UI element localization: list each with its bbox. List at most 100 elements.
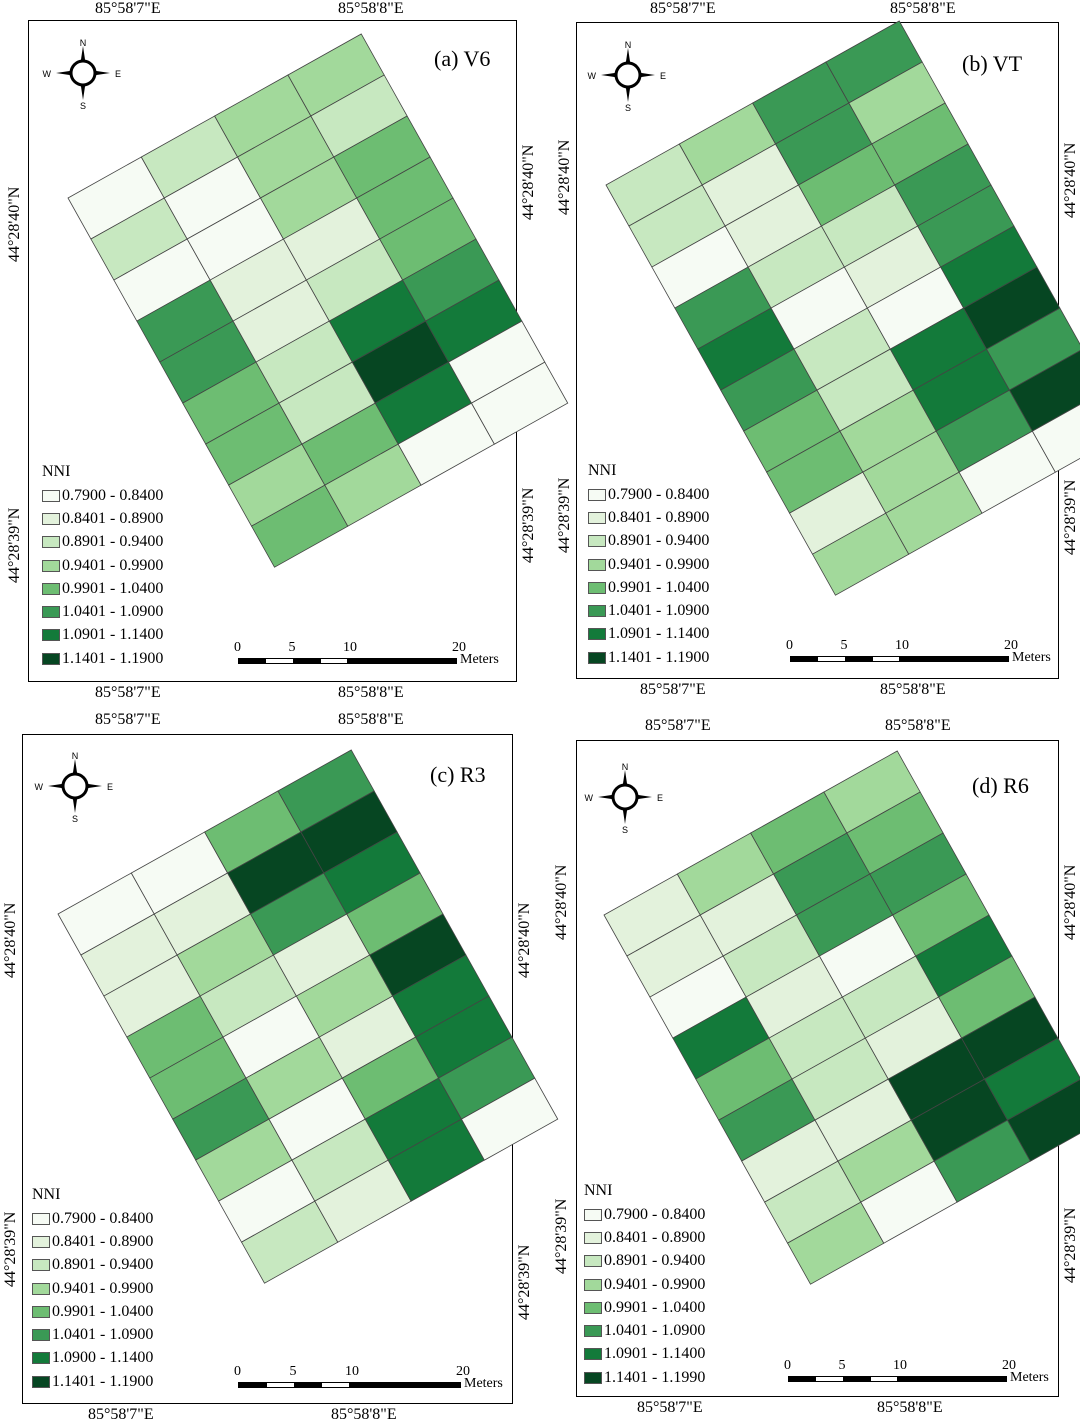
legend-label: 1.0900 - 1.1400 bbox=[52, 1349, 154, 1367]
legend-item: 0.8901 - 0.9400 bbox=[588, 530, 709, 553]
legend-title: NNI bbox=[584, 1182, 613, 1199]
longitude-label: 85°58'8"E bbox=[880, 681, 946, 698]
legend-label: 1.1401 - 1.1900 bbox=[608, 648, 710, 666]
panel-title: (d) R6 bbox=[972, 773, 1029, 798]
legend-swatch bbox=[42, 582, 60, 595]
legend-item: 0.8401 - 0.8900 bbox=[32, 1230, 153, 1253]
legend-swatch bbox=[32, 1329, 50, 1342]
panel-title: (a) V6 bbox=[434, 46, 491, 71]
latitude-label: 44°28'39"N bbox=[553, 1198, 570, 1274]
nni-legend: NNI 0.7900 - 0.8400 0.8401 - 0.8900 0.8901 … bbox=[584, 1182, 705, 1389]
compass-e-label: E bbox=[660, 71, 666, 81]
legend-label: 0.8901 - 0.9400 bbox=[62, 533, 164, 551]
legend-item: 0.9901 - 1.0400 bbox=[32, 1300, 153, 1323]
longitude-label: 85°58'7"E bbox=[88, 1406, 154, 1423]
legend-label: 1.0901 - 1.1400 bbox=[604, 1345, 706, 1363]
scale-segment bbox=[817, 656, 846, 662]
legend-label: 0.8401 - 0.8900 bbox=[604, 1228, 706, 1246]
legend-item: 1.0901 - 1.1400 bbox=[42, 624, 163, 647]
nni-legend: NNI 0.7900 - 0.8400 0.8401 - 0.8900 0.8901 … bbox=[588, 462, 709, 669]
legend-item: 0.9401 - 0.9900 bbox=[584, 1273, 705, 1296]
legend-item: 0.9401 - 0.9900 bbox=[588, 553, 709, 576]
legend-label: 0.8401 - 0.8900 bbox=[608, 508, 710, 526]
scale-tick-label: 5 bbox=[840, 638, 848, 653]
north-arrow-compass-icon: N S W E bbox=[585, 762, 664, 835]
legend-item: 0.9401 - 0.9900 bbox=[42, 554, 163, 577]
compass-n-label: N bbox=[72, 751, 79, 761]
compass-n-label: N bbox=[622, 762, 629, 772]
nni-cell bbox=[1006, 1079, 1080, 1162]
legend-label: 1.1401 - 1.1990 bbox=[604, 1368, 706, 1386]
legend-swatch bbox=[588, 605, 606, 618]
legend-label: 1.0401 - 1.0900 bbox=[604, 1322, 706, 1340]
legend-swatch bbox=[42, 536, 60, 549]
legend-label: 0.8401 - 0.8900 bbox=[52, 1232, 154, 1250]
panel-title: (b) VT bbox=[962, 51, 1023, 76]
legend-swatch bbox=[588, 581, 606, 594]
scale-tick-label: 20 bbox=[1002, 1358, 1016, 1373]
legend-label: 1.1401 - 1.1900 bbox=[52, 1372, 154, 1390]
legend-swatch bbox=[584, 1278, 602, 1291]
legend-swatch bbox=[32, 1352, 50, 1365]
scale-tick-label: 20 bbox=[1004, 638, 1018, 653]
longitude-label: 85°58'8"E bbox=[338, 711, 404, 728]
nni-legend: NNI 0.7900 - 0.8400 0.8401 - 0.8900 0.8901 … bbox=[42, 463, 163, 670]
longitude-label: 85°58'7"E bbox=[95, 684, 161, 701]
latitude-label: 44°28'40"N bbox=[6, 186, 23, 262]
latitude-label: 44°28'39"N bbox=[2, 1211, 19, 1287]
legend-label: 1.0401 - 1.0900 bbox=[62, 603, 164, 621]
north-arrow-compass-icon: N S W E bbox=[43, 38, 122, 111]
scale-segment bbox=[790, 656, 819, 662]
latitude-label: 44°28'40"N bbox=[520, 144, 537, 220]
latitude-label: 44°28'39"N bbox=[1062, 1207, 1079, 1283]
nni-grid-map bbox=[67, 33, 569, 568]
scale-tick-label: 0 bbox=[234, 640, 241, 655]
scale-tick-label: 10 bbox=[345, 1364, 359, 1379]
latitude-label: 44°28'40"N bbox=[556, 139, 573, 215]
longitude-label: 85°58'8"E bbox=[890, 0, 956, 17]
legend-item: 1.0901 - 1.1400 bbox=[588, 623, 709, 646]
legend-label: 0.7900 - 0.8400 bbox=[604, 1205, 706, 1223]
compass-s-label: S bbox=[72, 814, 78, 824]
legend-item: 1.1401 - 1.1900 bbox=[588, 646, 709, 669]
compass-w-label: W bbox=[585, 793, 594, 803]
legend-swatch bbox=[584, 1208, 602, 1221]
latitude-label: 44°28'39"N bbox=[6, 507, 23, 583]
longitude-label: 85°58'7"E bbox=[95, 0, 161, 17]
legend-title: NNI bbox=[42, 463, 71, 480]
nni-legend: NNI 0.7900 - 0.8400 0.8401 - 0.8900 0.8901 … bbox=[32, 1186, 153, 1393]
compass-e-label: E bbox=[107, 782, 113, 792]
legend-item: 0.9901 - 1.0400 bbox=[588, 576, 709, 599]
longitude-label: 85°58'7"E bbox=[637, 1399, 703, 1416]
legend-swatch bbox=[584, 1301, 602, 1314]
compass-s-label: S bbox=[622, 825, 628, 835]
scale-tick-label: 10 bbox=[895, 638, 909, 653]
latitude-label: 44°28'39"N bbox=[1062, 479, 1079, 555]
longitude-label: 85°58'8"E bbox=[338, 0, 404, 17]
scale-tick-label: 5 bbox=[288, 640, 296, 655]
legend-item: 1.1401 - 1.1900 bbox=[42, 647, 163, 670]
legend-item: 0.7900 - 0.8400 bbox=[32, 1207, 153, 1230]
legend-label: 0.8401 - 0.8900 bbox=[62, 509, 164, 527]
nni-grid-map bbox=[57, 749, 559, 1284]
legend-swatch bbox=[584, 1325, 602, 1338]
nni-grid-map bbox=[603, 750, 1080, 1285]
legend-swatch bbox=[584, 1231, 602, 1244]
latitude-label: 44°28'40"N bbox=[516, 902, 533, 978]
legend-label: 0.7900 - 0.8400 bbox=[608, 485, 710, 503]
legend-swatch bbox=[588, 535, 606, 548]
scale-tick-label: 0 bbox=[784, 1358, 791, 1373]
scale-segment bbox=[293, 1382, 323, 1388]
legend-label: 0.9901 - 1.0400 bbox=[52, 1302, 154, 1320]
legend-swatch bbox=[32, 1375, 50, 1388]
compass-n-label: N bbox=[625, 40, 632, 50]
nni-cell bbox=[470, 361, 569, 445]
legend-item: 1.1401 - 1.1990 bbox=[584, 1366, 705, 1389]
scale-tick-label: 20 bbox=[456, 1364, 470, 1379]
legend-swatch bbox=[42, 489, 60, 502]
nni-cell bbox=[1031, 404, 1080, 473]
longitude-label: 85°58'8"E bbox=[331, 1406, 397, 1423]
scale-unit-label: Meters bbox=[1010, 1370, 1049, 1385]
longitude-label: 85°58'8"E bbox=[885, 717, 951, 734]
legend-item: 0.9901 - 1.0400 bbox=[42, 577, 163, 600]
